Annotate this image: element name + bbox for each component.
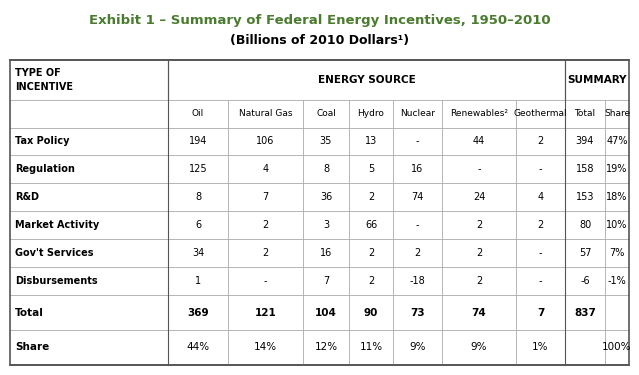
Text: Share: Share — [15, 342, 49, 352]
Text: Exhibit 1 – Summary of Federal Energy Incentives, 1950–2010: Exhibit 1 – Summary of Federal Energy In… — [89, 14, 550, 27]
Text: SUMMARY: SUMMARY — [567, 75, 627, 85]
Text: 44%: 44% — [187, 342, 210, 352]
Text: 9%: 9% — [409, 342, 426, 352]
Text: 36: 36 — [320, 192, 332, 202]
Text: 74: 74 — [472, 308, 486, 318]
Text: 12%: 12% — [314, 342, 337, 352]
Text: -: - — [539, 248, 543, 258]
Text: 2: 2 — [476, 248, 482, 258]
Text: 10%: 10% — [606, 220, 627, 230]
Text: 47%: 47% — [606, 136, 627, 147]
Text: Hydro: Hydro — [358, 110, 385, 118]
Text: 2: 2 — [368, 248, 374, 258]
Text: 18%: 18% — [606, 192, 627, 202]
Text: -: - — [416, 220, 419, 230]
Text: Total: Total — [574, 110, 596, 118]
Bar — [10, 60, 629, 365]
Text: Tax Policy: Tax Policy — [15, 136, 70, 147]
Text: Disbursements: Disbursements — [15, 276, 98, 286]
Text: 837: 837 — [574, 308, 596, 318]
Text: 57: 57 — [579, 248, 591, 258]
Text: -: - — [539, 276, 543, 286]
Text: 1%: 1% — [532, 342, 549, 352]
Text: 1: 1 — [195, 276, 201, 286]
Text: 14%: 14% — [254, 342, 277, 352]
Text: Nuclear: Nuclear — [400, 110, 435, 118]
Text: 6: 6 — [195, 220, 201, 230]
Text: 5: 5 — [368, 164, 374, 174]
Text: -1%: -1% — [608, 276, 626, 286]
Text: 2: 2 — [263, 248, 268, 258]
Text: 153: 153 — [576, 192, 594, 202]
Text: 100%: 100% — [602, 342, 632, 352]
Text: 4: 4 — [263, 164, 268, 174]
Text: 19%: 19% — [606, 164, 627, 174]
Text: Renewables²: Renewables² — [450, 110, 508, 118]
Text: 74: 74 — [412, 192, 424, 202]
Text: 121: 121 — [254, 308, 277, 318]
Text: Coal: Coal — [316, 110, 336, 118]
Text: Regulation: Regulation — [15, 164, 75, 174]
Text: -: - — [477, 164, 481, 174]
Text: 24: 24 — [473, 192, 485, 202]
Text: 9%: 9% — [471, 342, 488, 352]
Text: 44: 44 — [473, 136, 485, 147]
Text: (Billions of 2010 Dollars¹): (Billions of 2010 Dollars¹) — [230, 34, 409, 47]
Text: 2: 2 — [537, 136, 544, 147]
Text: 2: 2 — [414, 248, 420, 258]
Text: Natural Gas: Natural Gas — [239, 110, 292, 118]
Text: 80: 80 — [579, 220, 591, 230]
Text: Geothermal: Geothermal — [514, 110, 567, 118]
Text: 369: 369 — [187, 308, 209, 318]
Text: 2: 2 — [476, 276, 482, 286]
Text: 16: 16 — [320, 248, 332, 258]
Text: 3: 3 — [323, 220, 329, 230]
Text: 35: 35 — [320, 136, 332, 147]
Text: 7: 7 — [537, 308, 544, 318]
Text: 4: 4 — [537, 192, 544, 202]
Text: Market Activity: Market Activity — [15, 220, 99, 230]
Text: 2: 2 — [368, 192, 374, 202]
Text: 2: 2 — [263, 220, 268, 230]
Text: 8: 8 — [195, 192, 201, 202]
Text: -6: -6 — [580, 276, 590, 286]
Text: 2: 2 — [537, 220, 544, 230]
Text: 16: 16 — [412, 164, 424, 174]
Text: TYPE OF
INCENTIVE: TYPE OF INCENTIVE — [15, 68, 73, 92]
Text: R&D: R&D — [15, 192, 39, 202]
Text: Total: Total — [15, 308, 44, 318]
Text: -: - — [416, 136, 419, 147]
Text: 8: 8 — [323, 164, 329, 174]
Text: 158: 158 — [576, 164, 594, 174]
Text: 2: 2 — [476, 220, 482, 230]
Text: 11%: 11% — [359, 342, 383, 352]
Text: 90: 90 — [364, 308, 378, 318]
Text: 13: 13 — [365, 136, 377, 147]
Text: 125: 125 — [189, 164, 207, 174]
Text: 106: 106 — [256, 136, 275, 147]
Text: -: - — [264, 276, 267, 286]
Text: Oil: Oil — [192, 110, 204, 118]
Text: 7%: 7% — [610, 248, 625, 258]
Text: 34: 34 — [192, 248, 204, 258]
Text: Share: Share — [604, 110, 630, 118]
Text: 394: 394 — [576, 136, 594, 147]
Text: 66: 66 — [365, 220, 377, 230]
Text: -: - — [539, 164, 543, 174]
Text: 7: 7 — [263, 192, 268, 202]
Text: Gov't Services: Gov't Services — [15, 248, 93, 258]
Text: -18: -18 — [410, 276, 426, 286]
Text: 104: 104 — [315, 308, 337, 318]
Text: 7: 7 — [323, 276, 329, 286]
Text: ENERGY SOURCE: ENERGY SOURCE — [318, 75, 415, 85]
Text: 194: 194 — [189, 136, 207, 147]
Text: 73: 73 — [410, 308, 425, 318]
Text: 2: 2 — [368, 276, 374, 286]
